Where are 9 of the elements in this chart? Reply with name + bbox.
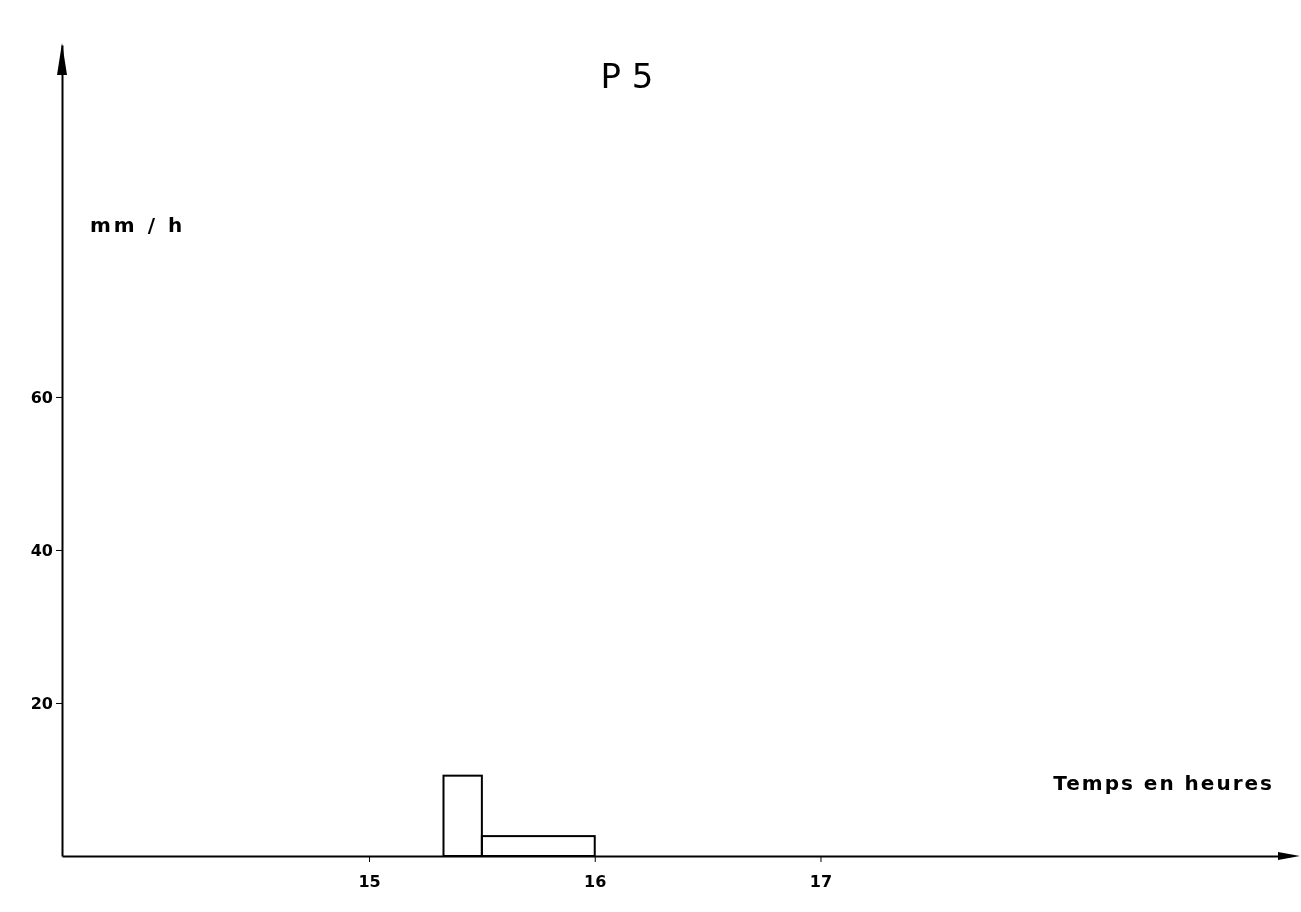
y-tick-label: 40 <box>30 540 53 560</box>
y-tick-label: 60 <box>30 387 53 407</box>
chart-title: P 5 <box>600 56 654 96</box>
y-tick-label: 20 <box>30 693 53 713</box>
x-tick-label: 15 <box>358 872 381 892</box>
y-axis-title: mm / h <box>90 213 186 237</box>
x-axis-title: Temps en heures <box>1053 771 1274 795</box>
x-tick-label: 17 <box>809 872 833 892</box>
x-tick-label: 16 <box>584 872 607 892</box>
